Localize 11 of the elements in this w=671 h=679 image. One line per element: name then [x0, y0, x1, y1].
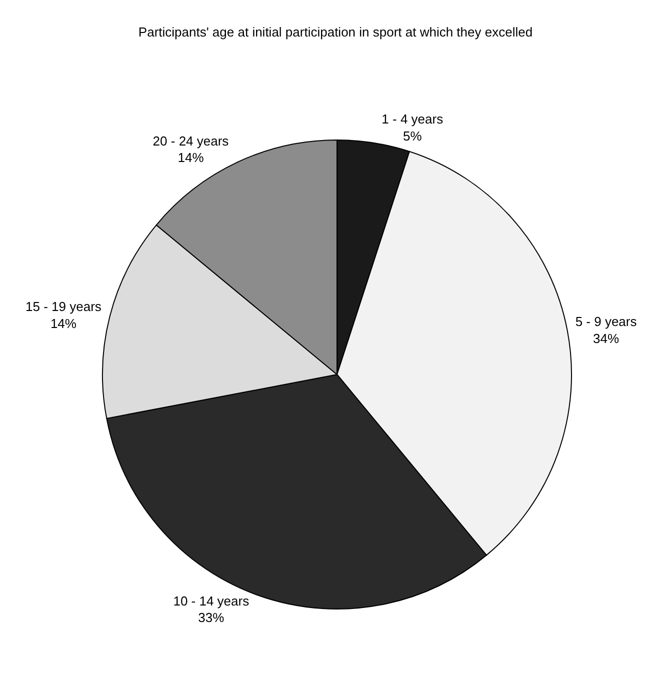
slice-label: 20 - 24 years	[152, 133, 230, 148]
slice-label: 5 - 9 years	[575, 314, 638, 330]
data-label: 14%	[178, 150, 204, 166]
slice-label: 1 - 4 years	[382, 111, 444, 126]
data-label: 33%	[198, 610, 225, 626]
data-label: 14%	[50, 316, 77, 332]
slice-label: 10 - 14 years	[173, 593, 250, 608]
data-label: 34%	[593, 330, 620, 346]
chart-title: Participants' age at initial participation in sport at which they excelled	[138, 24, 533, 40]
slice-label: 15 - 19 years	[26, 299, 102, 314]
data-label: 5%	[402, 128, 422, 144]
